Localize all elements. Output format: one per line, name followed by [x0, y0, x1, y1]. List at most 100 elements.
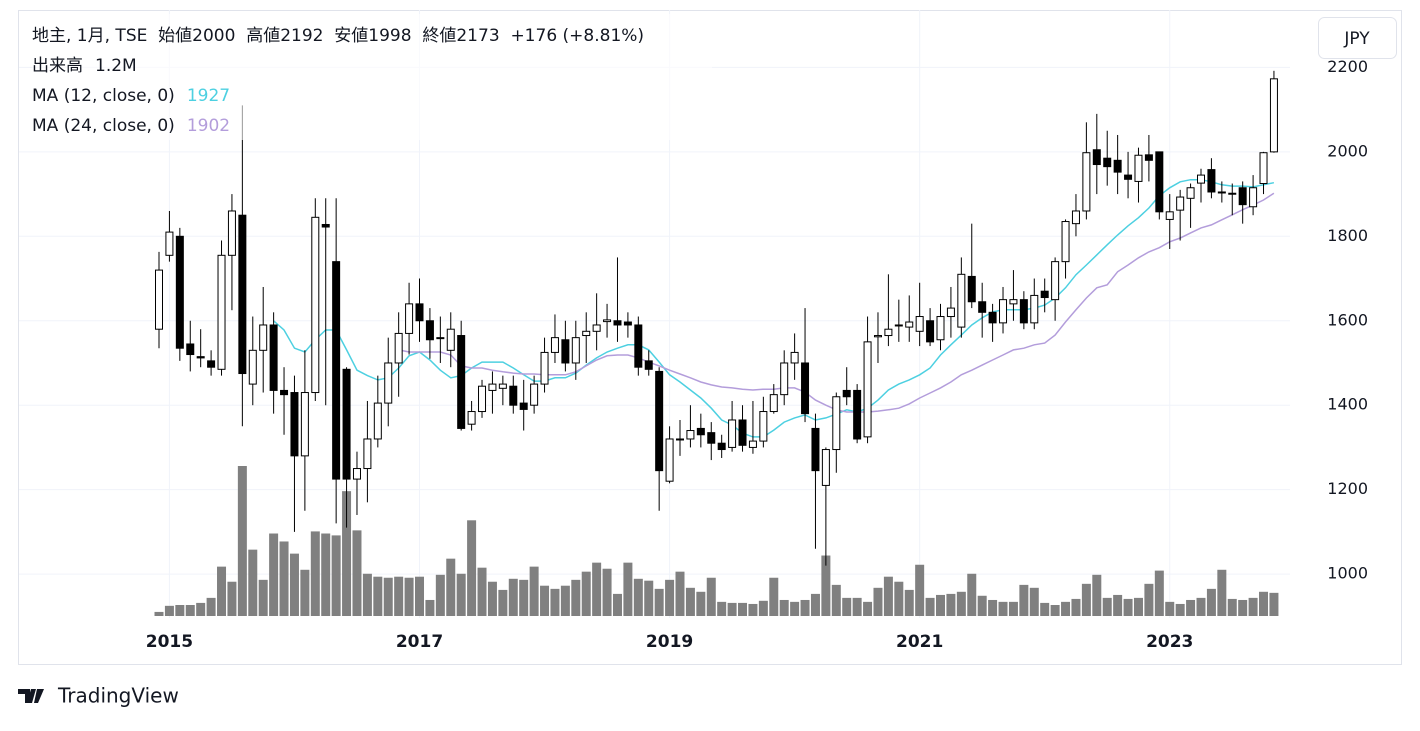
candle-body: [207, 360, 216, 368]
candle-body: [363, 438, 372, 470]
volume-bar: [446, 558, 456, 616]
volume-bar: [248, 549, 258, 616]
volume-bar: [988, 599, 998, 616]
candle-body: [707, 432, 716, 444]
candle-body: [165, 231, 174, 256]
volume-bar: [1259, 591, 1269, 616]
candle-body: [769, 394, 778, 413]
volume-bar: [529, 566, 539, 616]
candle-body: [978, 301, 987, 313]
volume-bar: [612, 593, 622, 616]
volume-bar: [1175, 603, 1185, 616]
candle-body: [311, 216, 320, 394]
candle-body: [571, 337, 580, 364]
volume-bar: [675, 571, 685, 616]
candle-body: [1092, 149, 1101, 166]
ma-legend-value: 1902: [187, 116, 230, 136]
candle-body: [394, 332, 403, 364]
volume-bar: [560, 585, 570, 616]
ma-legend-name: MA (24, close, 0): [32, 116, 175, 136]
volume-bar: [237, 466, 247, 616]
volume-bar: [758, 600, 768, 616]
volume-bar: [925, 597, 935, 616]
candle-body: [1176, 196, 1185, 211]
candle-body: [686, 430, 695, 440]
volume-bar: [571, 579, 581, 616]
currency-button[interactable]: [1318, 17, 1397, 59]
volume-bar: [467, 520, 477, 616]
volume-bar: [779, 599, 789, 616]
volume-bar: [883, 576, 893, 616]
ma-legend-name: MA (12, close, 0): [32, 86, 175, 106]
candle-body: [582, 330, 591, 337]
x-tick-label: 2015: [146, 632, 193, 652]
candle-body: [592, 324, 601, 332]
volume-bar: [498, 589, 508, 616]
candle-body: [436, 337, 445, 340]
volume-bar: [717, 601, 727, 616]
candle-body: [811, 427, 820, 472]
volume-bar: [842, 597, 852, 616]
x-tick-label: 2017: [396, 632, 443, 652]
volume-bar: [1040, 602, 1050, 616]
volume-bar: [748, 603, 758, 616]
axes: 1000 1200 1400 1600 1800 2000 2200 2015 2017 2019…: [146, 57, 1368, 652]
candle-body: [873, 335, 882, 338]
candle-body: [853, 389, 862, 440]
volume-bar: [1050, 605, 1060, 616]
candle-body: [946, 307, 955, 318]
candle-body: [227, 210, 236, 256]
volume-legend-value: 1.2M: [95, 56, 137, 76]
volume-bar: [1238, 599, 1248, 616]
candle-body: [1103, 157, 1112, 168]
candle-body: [217, 254, 226, 370]
candle-body: [1134, 154, 1143, 182]
candle-body: [1030, 294, 1039, 324]
volume-bar: [633, 578, 643, 616]
candle-body: [748, 440, 757, 448]
volume-bar: [1248, 597, 1258, 616]
volume-bar: [404, 577, 414, 616]
candle-body: [1207, 169, 1216, 193]
candle-body: [384, 362, 393, 404]
volume-legend: 出来高 1.2M: [32, 56, 137, 76]
volume-bar: [665, 579, 675, 616]
logo-text: TradingView: [57, 684, 179, 708]
volume-bar: [456, 573, 466, 616]
volume-bar: [863, 601, 873, 616]
volume-bar: [519, 579, 529, 616]
logo: TradingView: [18, 684, 179, 708]
volume-bar: [269, 533, 279, 616]
volume-bar: [602, 568, 612, 616]
candle-body: [540, 351, 549, 385]
candle-body: [415, 303, 424, 322]
volume-bar: [915, 564, 925, 616]
candle-body: [1228, 192, 1237, 195]
volume-bar: [279, 541, 289, 616]
logo-icon: [18, 689, 44, 703]
candle-body: [1144, 154, 1153, 161]
volume-bar: [321, 533, 331, 616]
x-tick-label: 2023: [1146, 632, 1193, 652]
ma-legend: MA (12, close, 0) 1927: [32, 86, 230, 106]
candle-body: [790, 351, 799, 364]
volume-bar: [873, 587, 883, 616]
volume-bar: [185, 605, 195, 616]
volume-bar: [258, 579, 268, 616]
candle-body: [1019, 299, 1028, 324]
chart-frame: [18, 10, 1402, 665]
volume-bar: [477, 567, 487, 616]
candle-body: [175, 235, 184, 349]
volume: [154, 466, 1279, 616]
candle-body: [1113, 159, 1122, 173]
volume-bar: [800, 599, 810, 616]
candle-body: [561, 339, 570, 364]
volume-bar: [508, 578, 518, 616]
candle-body: [915, 316, 924, 332]
candle-body: [342, 368, 351, 480]
volume-bar: [196, 602, 206, 616]
y-tick-label: 1600: [1327, 310, 1368, 329]
volume-bar: [540, 585, 550, 616]
volume-bar: [581, 571, 591, 616]
